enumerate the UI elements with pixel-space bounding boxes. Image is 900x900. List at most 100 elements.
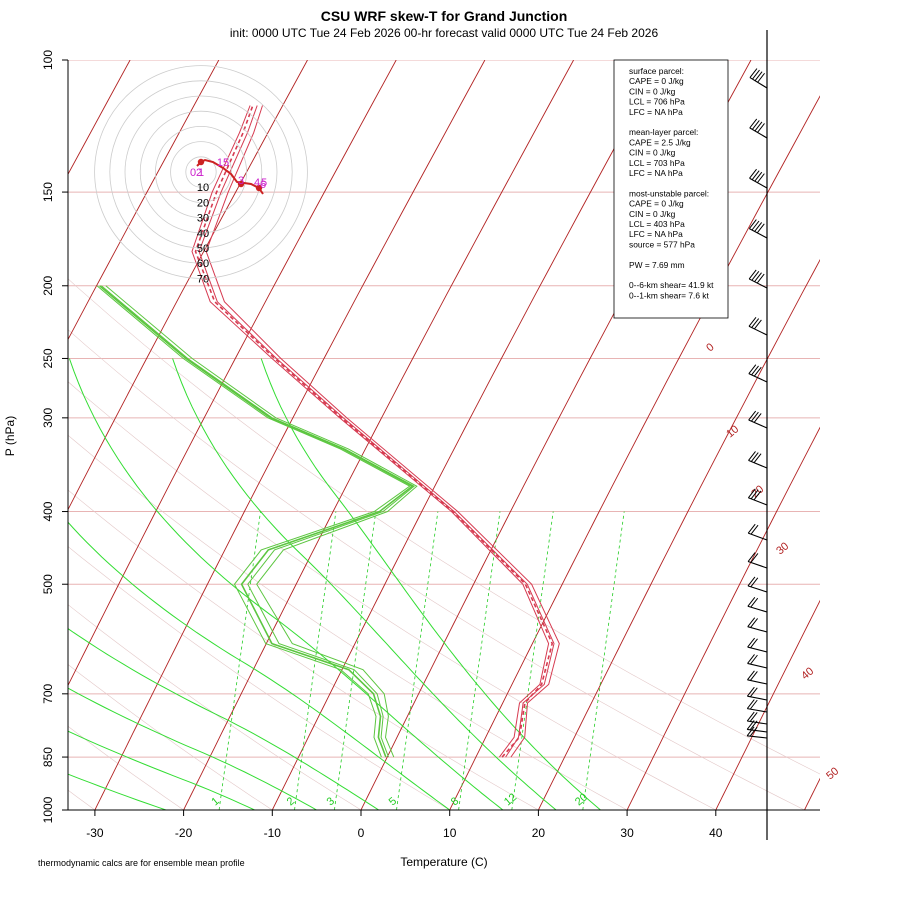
barb-flag — [747, 654, 755, 664]
x-tick-label: 30 — [620, 826, 634, 840]
hodo-ring-label: 60 — [197, 258, 209, 270]
wind-barb — [746, 686, 768, 701]
barb-flag — [748, 219, 757, 229]
temperature-line — [191, 105, 550, 758]
wind-barb — [747, 576, 768, 593]
barb-flag — [753, 366, 762, 377]
wind-barb — [746, 699, 768, 713]
moist-adiabat — [68, 628, 379, 810]
info-line: CAPE = 0 J/kg — [629, 76, 684, 86]
barb-flag — [753, 490, 762, 501]
barb-flag — [754, 121, 763, 132]
isotherm — [893, 60, 900, 810]
barb-flag — [747, 617, 756, 627]
y-tick-label: 100 — [41, 50, 55, 70]
barb-flag — [749, 720, 758, 731]
isotherm — [360, 60, 752, 810]
wind-barb — [747, 523, 768, 541]
wind-barb — [747, 670, 768, 685]
barb-flag — [748, 410, 757, 421]
x-tick-label: -20 — [175, 826, 193, 840]
barb-flag — [750, 638, 758, 649]
barb-flag — [754, 222, 763, 232]
moist-adiabat — [260, 358, 601, 810]
barb-shaft — [749, 228, 768, 239]
barb-flag — [752, 69, 760, 80]
dry-adiabat — [68, 434, 628, 810]
mixing-ratio-line — [218, 511, 261, 810]
barb-flag — [750, 489, 759, 500]
dry-adiabat — [68, 278, 820, 775]
mixing-ratio-label: 12 — [502, 791, 519, 808]
barb-flag — [747, 596, 756, 607]
isotherm-label: 40 — [799, 665, 816, 682]
wind-barb — [747, 654, 768, 669]
wind-barb — [747, 617, 768, 633]
hodo-point — [255, 184, 263, 192]
wind-barb — [748, 364, 768, 383]
wind-barb — [748, 451, 768, 469]
barb-flag — [751, 270, 760, 281]
moist-adiabat — [68, 521, 450, 810]
barb-flag — [749, 687, 758, 698]
moist-adiabat — [68, 730, 255, 810]
wind-barb — [748, 219, 768, 239]
info-line: CAPE = 2.5 J/kg — [629, 137, 691, 147]
isotherm-label: 50 — [824, 765, 841, 782]
dry-adiabat — [68, 329, 805, 810]
y-tick-label: 700 — [41, 683, 55, 703]
wind-barb — [748, 269, 768, 289]
hodo-point-label: 4 — [254, 177, 260, 189]
x-tick-label: 20 — [532, 826, 546, 840]
mixing-ratio-line — [334, 511, 377, 810]
dry-adiabat — [68, 725, 184, 810]
hodo-ring — [109, 80, 293, 264]
isotherm — [183, 60, 574, 810]
hodo-ring — [124, 95, 278, 249]
dry-adiabat — [68, 604, 362, 810]
hodo-ring — [154, 126, 247, 218]
hodo-ring-label: 30 — [197, 213, 209, 225]
hodo-ring-label: 20 — [197, 197, 209, 209]
info-line: surface parcel: — [629, 66, 684, 76]
barb-flag — [749, 68, 758, 78]
dry-adiabat — [68, 489, 539, 810]
moist-adiabat — [68, 687, 317, 810]
background-lines — [68, 60, 900, 810]
hodo-point — [197, 158, 205, 166]
info-line: LCL = 706 hPa — [629, 97, 685, 107]
hodo-ring — [185, 156, 217, 188]
hodo-ring — [170, 141, 232, 203]
barb-flag — [749, 726, 758, 737]
isotherm — [68, 60, 131, 176]
isotherm — [626, 426, 820, 810]
mixing-ratio-line — [458, 511, 501, 810]
info-line: LCL = 403 hPa — [629, 219, 685, 229]
barb-flag — [748, 269, 757, 280]
isotherm-label: 30 — [774, 540, 791, 557]
hodo-ring-label: 70 — [197, 273, 209, 285]
isotherm — [68, 60, 397, 687]
isotherm — [804, 777, 820, 810]
profiles — [96, 105, 560, 758]
barb-flag — [750, 524, 759, 535]
wind-barbs — [746, 68, 768, 739]
wind-barb — [749, 68, 768, 89]
temperature-line — [194, 105, 554, 758]
hodo-point-label: 1 — [198, 167, 204, 179]
hodo-point — [237, 180, 245, 188]
hodo-point-label: 0 — [190, 167, 196, 179]
barb-flag — [750, 618, 759, 628]
barb-flag — [750, 452, 759, 462]
wind-barb — [746, 711, 768, 725]
y-axis-title: P (hPa) — [3, 416, 17, 456]
barb-flag — [751, 318, 760, 328]
wind-barb — [747, 552, 768, 569]
barb-flag — [751, 220, 760, 231]
dry-adiabat — [68, 381, 716, 810]
dry-adiabat — [68, 664, 273, 810]
x-tick-label: 10 — [443, 826, 457, 840]
x-axis-title: Temperature (C) — [400, 855, 487, 869]
